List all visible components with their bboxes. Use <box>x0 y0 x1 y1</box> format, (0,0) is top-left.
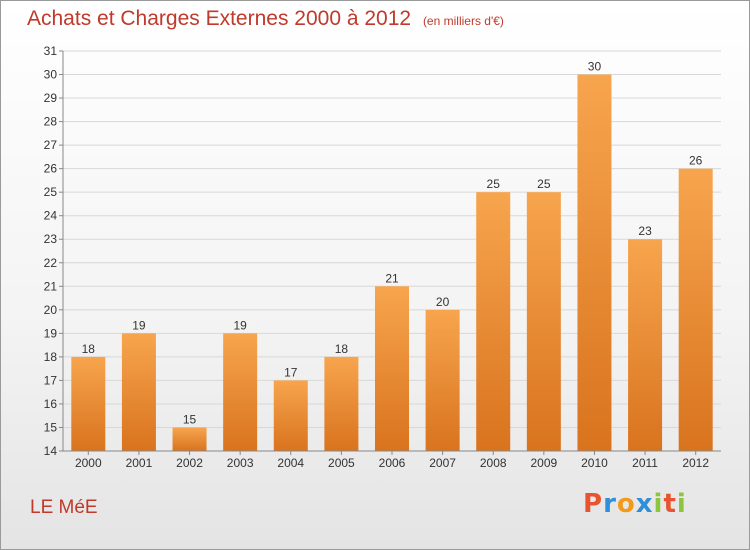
axes: 14 15 16 17 18 19 20 21 22 23 24 25 26 27 28 29 30 31 2000… <box>44 44 721 470</box>
y-tick-label: 31 <box>44 44 58 58</box>
logo-letter: i <box>653 489 664 519</box>
data-label-2009: 25 <box>537 177 551 191</box>
x-tick-label-2010: 2010 <box>581 456 608 470</box>
data-label-2004: 17 <box>284 365 298 379</box>
bar-2004 <box>273 380 308 451</box>
logo-letter: P <box>583 489 604 519</box>
y-tick-label: 16 <box>44 397 58 411</box>
y-tick-label: 28 <box>44 115 58 129</box>
bar-2002 <box>172 427 207 451</box>
x-tick-label-2009: 2009 <box>530 456 557 470</box>
data-label-2003: 19 <box>233 318 247 332</box>
y-tick-label: 21 <box>44 279 58 293</box>
x-tick-label-2002: 2002 <box>176 456 203 470</box>
bar-2006 <box>375 286 409 451</box>
bar-2010 <box>577 74 612 451</box>
bar-2008 <box>476 192 511 452</box>
chart-unit: (en milliers d'€) <box>422 14 504 28</box>
data-label-2011: 23 <box>638 224 652 238</box>
y-tick-label: 24 <box>44 209 58 223</box>
data-label-2002: 15 <box>183 412 197 426</box>
data-label-2001: 19 <box>132 318 146 332</box>
logo-letter: i <box>676 489 687 519</box>
proxiti-logo: Proxiti <box>583 489 687 519</box>
y-tick-label: 18 <box>44 350 58 364</box>
x-tick-label-2008: 2008 <box>480 456 507 470</box>
chart-title: Achats et Charges Externes 2000 à 2012 (… <box>27 7 504 31</box>
x-tick-label-2004: 2004 <box>277 456 304 470</box>
x-tick-label-2000: 2000 <box>75 456 102 470</box>
y-tick-label: 17 <box>44 373 58 387</box>
x-tick-label-2007: 2007 <box>429 456 456 470</box>
bar-2009 <box>526 192 561 452</box>
bar-2000 <box>71 356 106 451</box>
x-tick-label-2005: 2005 <box>328 456 355 470</box>
logo-letter: x <box>635 489 654 519</box>
x-tick-label-2006: 2006 <box>379 456 406 470</box>
data-label-2006: 21 <box>385 271 399 285</box>
y-tick-label: 19 <box>44 326 58 340</box>
y-tick-label: 30 <box>44 68 58 82</box>
logo-letter: r <box>603 489 617 519</box>
data-label-2010: 30 <box>588 60 602 74</box>
y-tick-label: 27 <box>44 138 58 152</box>
y-tick-label: 23 <box>44 232 58 246</box>
y-tick-label: 22 <box>44 256 58 270</box>
x-tick-label-2001: 2001 <box>126 456 153 470</box>
y-tick-label: 14 <box>44 444 58 458</box>
x-tick-label-2011: 2011 <box>632 456 658 470</box>
data-label-2005: 18 <box>335 342 349 356</box>
data-label-2007: 20 <box>436 295 450 309</box>
y-tick-label: 26 <box>44 162 58 176</box>
bar-2001 <box>121 333 156 451</box>
y-tick-label: 29 <box>44 91 58 105</box>
data-label-2008: 25 <box>487 177 501 191</box>
bar-2005 <box>324 356 359 451</box>
commune-name: LE MéE <box>30 497 98 518</box>
x-tick-label-2012: 2012 <box>682 456 709 470</box>
y-tick-label: 25 <box>44 185 58 199</box>
y-tick-label: 20 <box>44 303 58 317</box>
bar-2012 <box>678 168 713 451</box>
bar-2007 <box>425 309 460 451</box>
bars: 18 19 15 19 17 18 21 20 25 25 30 23 26 <box>71 60 713 452</box>
logo-letter: o <box>616 489 636 519</box>
bar-2003 <box>223 333 258 451</box>
bar-chart: 18 19 15 19 17 18 21 20 25 25 30 23 26 14 15 16 17 18 19 2… <box>44 44 721 470</box>
data-label-2012: 26 <box>689 154 703 168</box>
logo-letter: t <box>663 489 677 519</box>
chart-title-text: Achats et Charges Externes 2000 à 2012 <box>27 7 412 30</box>
bar-2011 <box>628 239 663 451</box>
x-tick-label-2003: 2003 <box>227 456 254 470</box>
y-tick-label: 15 <box>44 420 58 434</box>
data-label-2000: 18 <box>82 342 96 356</box>
